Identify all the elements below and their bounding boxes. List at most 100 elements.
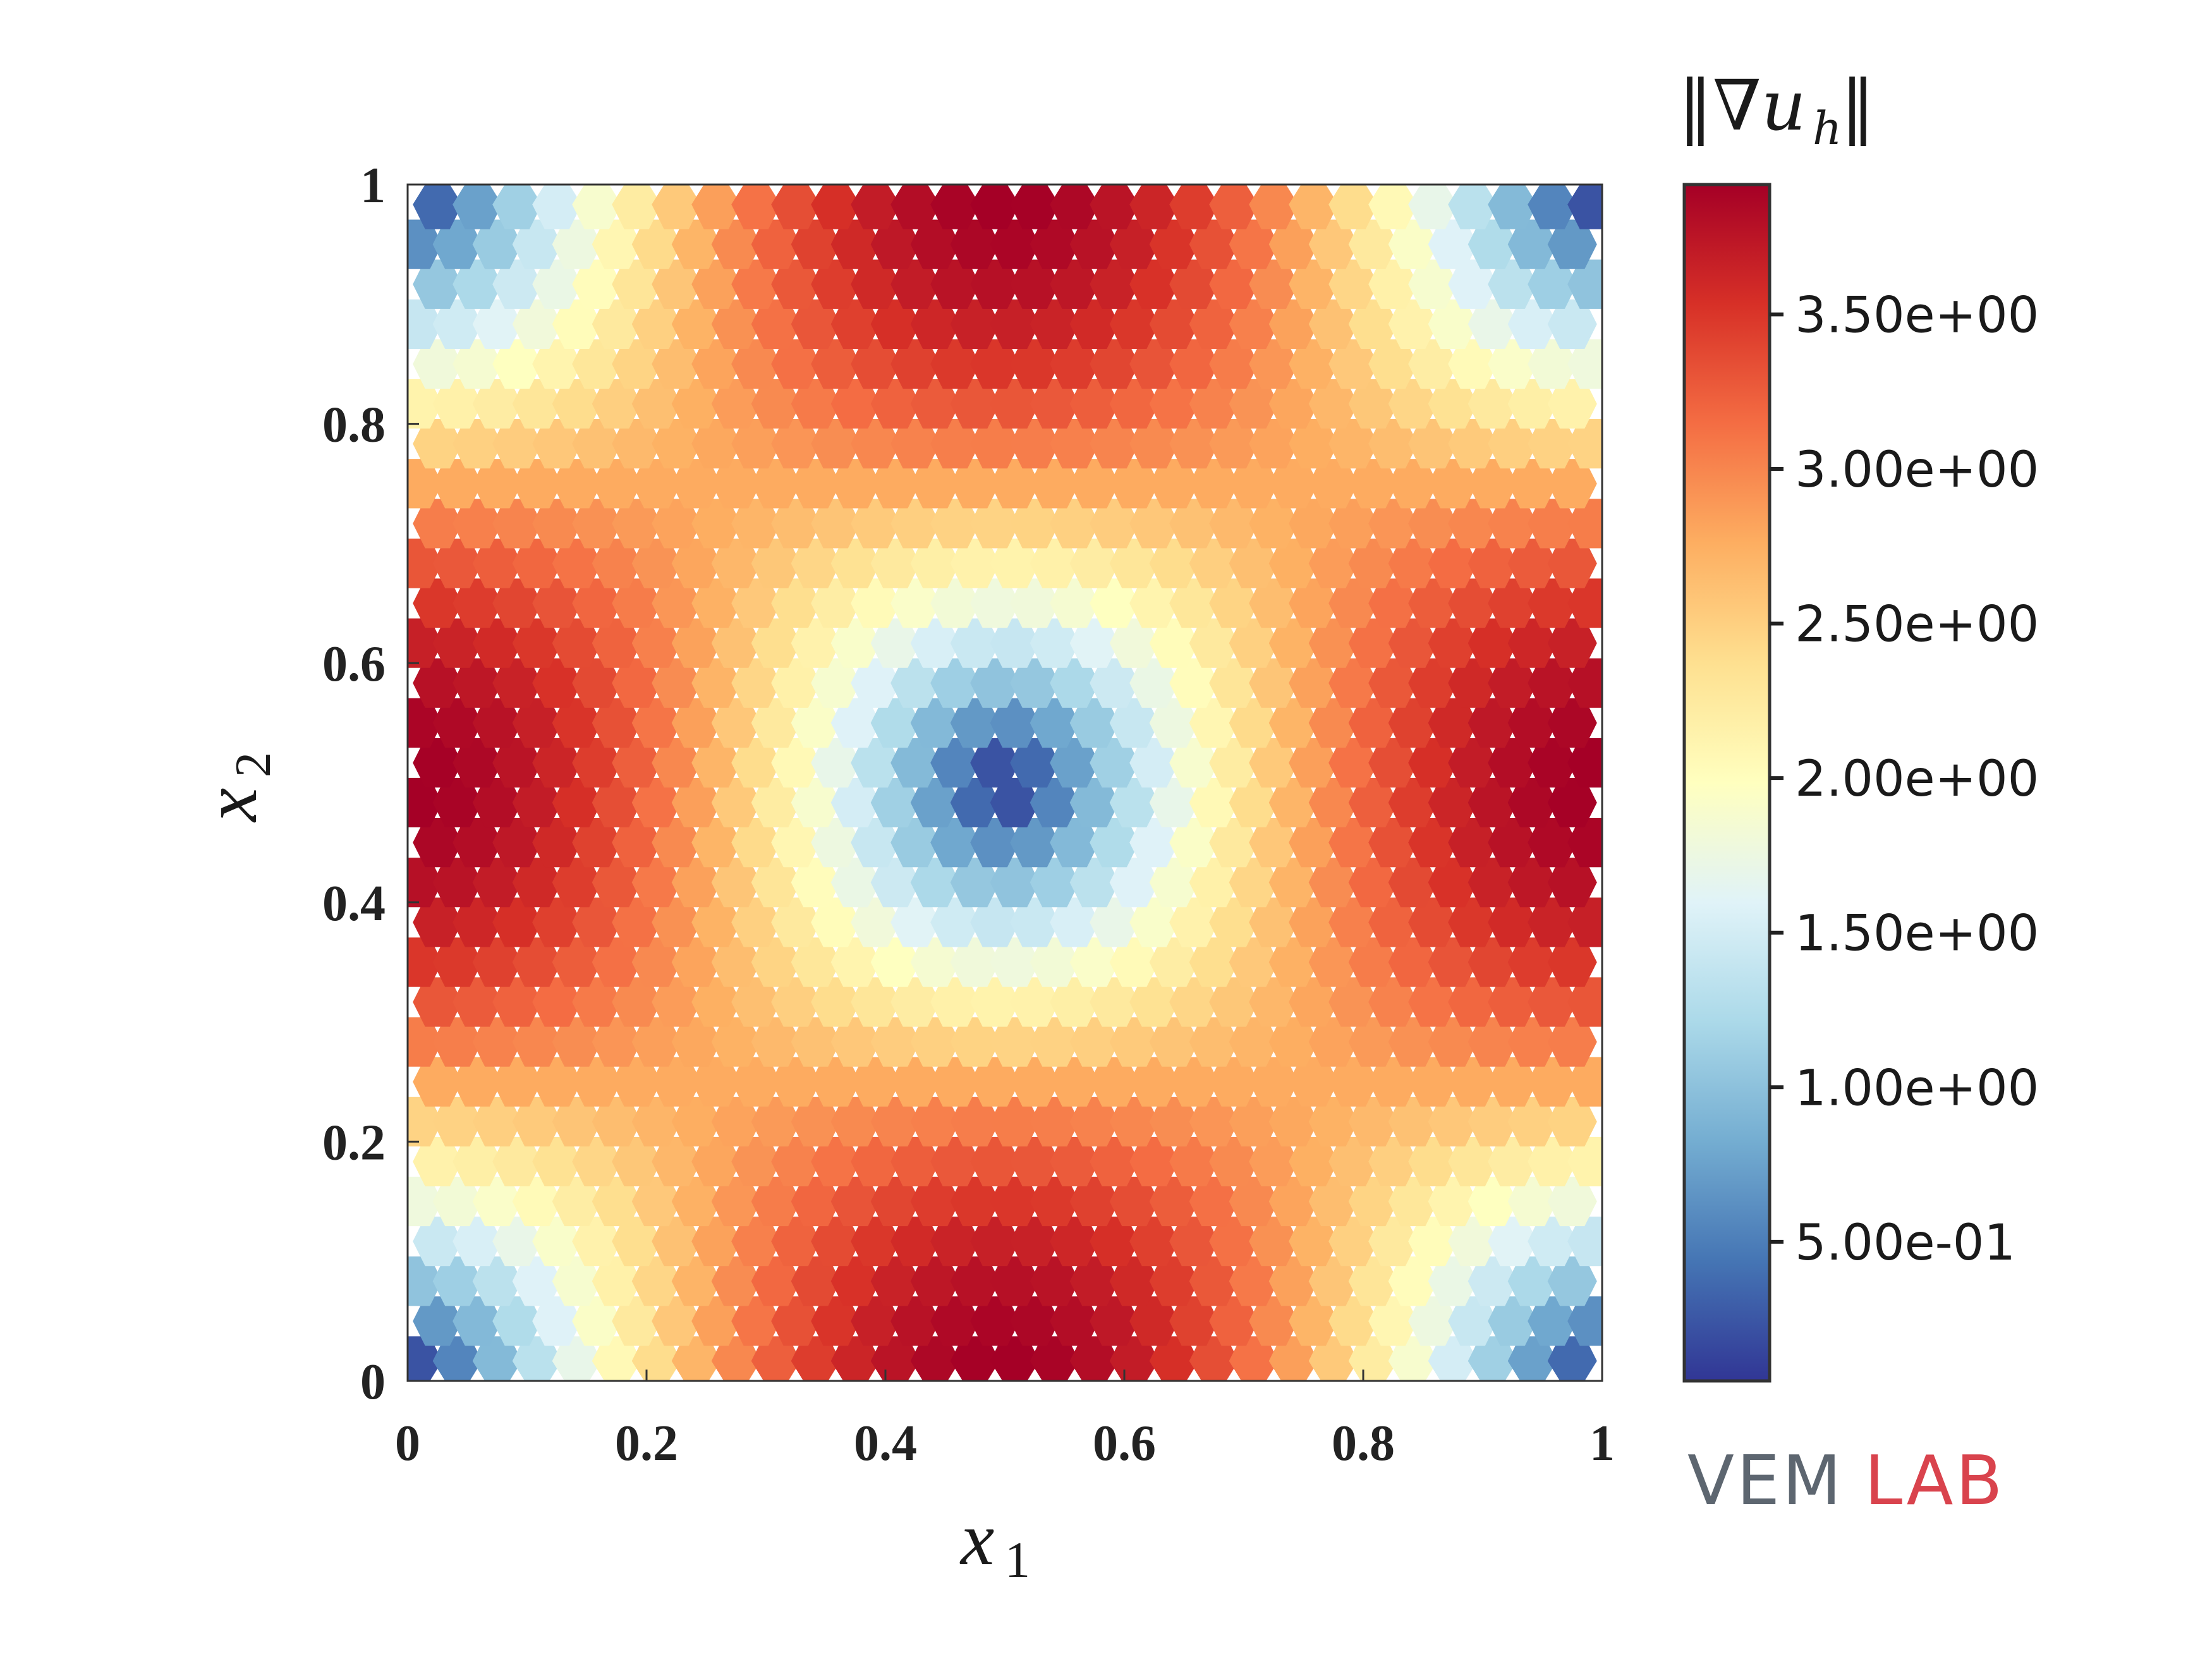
heatmap-cell (811, 977, 861, 1027)
x-tick-label: 0 (395, 1416, 420, 1471)
heatmap-cell (811, 818, 861, 868)
heatmap-cell (970, 1217, 1020, 1267)
heatmap-cell (910, 379, 960, 429)
heatmap-cell (572, 1217, 622, 1267)
heatmap-cell (1109, 1256, 1159, 1306)
heatmap-cell (432, 459, 482, 509)
heatmap-cell (1069, 379, 1119, 429)
heatmap-cell (631, 1256, 681, 1306)
heatmap-cell (1129, 419, 1179, 469)
heatmap-cell (512, 1017, 562, 1067)
heatmap-cell (711, 1336, 761, 1381)
heatmap-cell (1547, 219, 1597, 269)
heatmap-cell (910, 937, 960, 987)
heatmap-cell (552, 299, 602, 349)
heatmap-cell (851, 419, 901, 469)
heatmap-cell (1408, 1296, 1458, 1346)
heatmap-cell (413, 578, 463, 628)
heatmap-cell (771, 185, 821, 229)
heatmap-cell (950, 1017, 1000, 1067)
heatmap-cell (1010, 419, 1060, 469)
heatmap-cell (910, 1256, 960, 1306)
heatmap-cell (731, 499, 781, 549)
heatmap-cell (432, 1017, 482, 1067)
heatmap-cell (791, 459, 841, 509)
heatmap-cell (1328, 977, 1378, 1027)
heatmap-cell (990, 299, 1040, 349)
heatmap-cell (492, 259, 542, 309)
heatmap-cell (1408, 339, 1458, 389)
heatmap-cell (1507, 538, 1557, 588)
heatmap-cell (1507, 459, 1557, 509)
heatmap-cell (552, 1097, 602, 1146)
vemlab-logo: VEM LAB (1687, 1442, 2003, 1521)
heatmap-cell (1189, 379, 1239, 429)
heatmap-cell (1010, 578, 1060, 628)
heatmap-cell (751, 379, 801, 429)
heatmap-cell (691, 499, 741, 549)
heatmap-cell (1488, 1136, 1538, 1187)
heatmap-cell (851, 658, 901, 708)
heatmap-cell (671, 538, 721, 588)
heatmap-cell (1249, 818, 1299, 868)
heatmap-cell (731, 977, 781, 1027)
heatmap-cell (652, 897, 702, 947)
heatmap-cell (432, 858, 482, 908)
heatmap-cell (1289, 897, 1339, 947)
heatmap-cell (408, 698, 442, 748)
heatmap-cell (631, 538, 681, 588)
heatmap-cell (1348, 538, 1398, 588)
heatmap-cell (552, 1336, 602, 1381)
heatmap-cell (1010, 897, 1060, 947)
heatmap-cell (1388, 858, 1438, 908)
heatmap-cell (1069, 538, 1119, 588)
heatmap-cell (1308, 1176, 1358, 1227)
heatmap-cell (552, 618, 602, 668)
heatmap-cell (1030, 1017, 1079, 1067)
heatmap-cell (1268, 379, 1318, 429)
heatmap-cell (1109, 1336, 1159, 1381)
heatmap-cell (1149, 379, 1199, 429)
heatmap-cell (453, 259, 502, 309)
heatmap-cell (592, 1256, 641, 1306)
heatmap-cell (1229, 777, 1279, 828)
heatmap-cell (552, 777, 602, 828)
heatmap-cell (1229, 538, 1279, 588)
heatmap-cell (970, 818, 1020, 868)
heatmap-cell (671, 219, 721, 269)
heatmap-cell (870, 937, 920, 987)
heatmap-cell (830, 1256, 880, 1306)
heatmap-cell (1090, 339, 1139, 389)
heatmap-cell (472, 1176, 522, 1227)
heatmap-cell (1109, 459, 1159, 509)
heatmap-cell (970, 1136, 1020, 1187)
heatmap-cell (791, 1256, 841, 1306)
heatmap-cell (751, 1097, 801, 1146)
heatmap-cell (1428, 1017, 1478, 1067)
heatmap-cell (1050, 977, 1100, 1027)
heatmap-cell (930, 738, 980, 788)
heatmap-cell (1090, 818, 1139, 868)
heatmap-cell (930, 818, 980, 868)
heatmap-cell (512, 1176, 562, 1227)
heatmap-cell (1209, 185, 1259, 229)
heatmap-cell (1547, 618, 1597, 668)
heatmap-cell (811, 658, 861, 708)
heatmap-cell (1090, 499, 1139, 549)
heatmap-cell (453, 1057, 502, 1107)
heatmap-cell (711, 1017, 761, 1067)
heatmap-cell (652, 259, 702, 309)
heatmap-cell (512, 459, 562, 509)
heatmap-cell (1368, 499, 1418, 549)
heatmap-cell (1169, 738, 1219, 788)
heatmap-cell (592, 459, 641, 509)
heatmap-cell (1289, 499, 1339, 549)
heatmap-cell (408, 379, 442, 429)
heatmap-cell (1388, 299, 1438, 349)
heatmap-cell (432, 219, 482, 269)
heatmap-cell (1229, 1336, 1279, 1381)
heatmap-cell (1528, 977, 1577, 1027)
heatmap-cell (1109, 299, 1159, 349)
heatmap-cell (1388, 379, 1438, 429)
heatmap-cell (950, 777, 1000, 828)
